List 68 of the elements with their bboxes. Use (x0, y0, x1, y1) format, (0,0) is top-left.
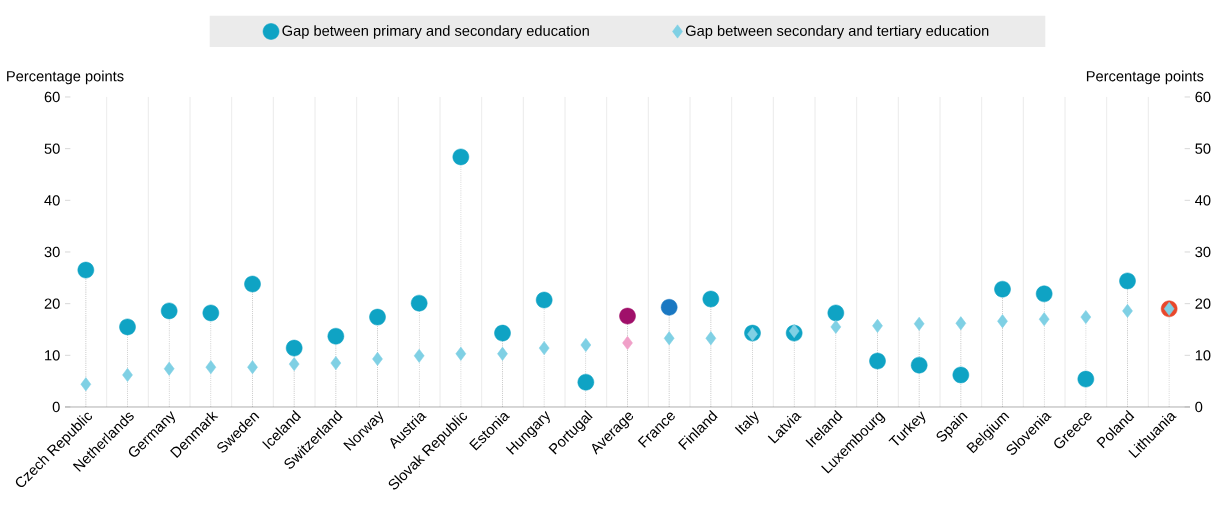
point (994, 280, 1011, 298)
point (660, 299, 678, 316)
point (1122, 303, 1133, 318)
point (80, 377, 92, 392)
point (827, 304, 845, 322)
point (622, 335, 633, 350)
point (122, 368, 133, 382)
point (160, 302, 178, 320)
point (119, 318, 136, 336)
y-tick-label: 60 (44, 91, 60, 103)
point (410, 294, 428, 312)
point (452, 148, 470, 166)
point (788, 324, 800, 338)
point (285, 339, 303, 357)
point (77, 261, 95, 279)
point (1080, 310, 1092, 325)
point (163, 361, 175, 376)
y-tick-label: 0 (52, 401, 60, 413)
point (1038, 312, 1050, 327)
point (955, 316, 967, 331)
y2-tick-label: 40 (1195, 195, 1211, 206)
point (580, 338, 592, 352)
point (1077, 370, 1095, 388)
point (288, 357, 300, 372)
point (244, 275, 261, 293)
x-tick-label: Italy (734, 411, 759, 435)
point (872, 318, 883, 333)
point (705, 331, 717, 346)
point (663, 331, 675, 346)
point (702, 290, 720, 308)
point (413, 348, 425, 363)
point (913, 316, 925, 331)
point (330, 356, 342, 371)
y2-tick-label: 60 (1195, 91, 1211, 103)
point (1035, 285, 1053, 303)
point (202, 304, 220, 322)
y2-tick-label: 10 (1195, 350, 1211, 361)
point (494, 324, 511, 342)
point (997, 314, 1008, 329)
point (619, 307, 636, 325)
y2-tick-label: 30 (1195, 246, 1211, 258)
point (952, 366, 970, 384)
point (372, 352, 383, 366)
point (247, 360, 258, 375)
point (1119, 272, 1136, 290)
y2-axis-title: Percentage points (1086, 70, 1204, 85)
y-tick-label: 10 (45, 350, 60, 361)
point (577, 373, 595, 391)
y-axis-title: Percentage points (7, 70, 124, 85)
point (369, 308, 386, 326)
point (455, 346, 467, 361)
legend-label: Gap between secondary and tertiary education (685, 25, 989, 39)
y2-tick-label: 50 (1195, 143, 1211, 154)
y-tick-label: 50 (44, 143, 60, 154)
point (535, 291, 553, 309)
point (538, 341, 550, 356)
point (910, 356, 928, 374)
point (205, 360, 217, 375)
point (830, 319, 842, 334)
y2-tick-label: 0 (1195, 401, 1203, 413)
point (327, 327, 345, 345)
point (869, 352, 886, 370)
point (497, 346, 508, 361)
legend-label: Gap between primary and secondary education (282, 25, 589, 39)
y2-tick-label: 20 (1195, 298, 1211, 309)
y-tick-label: 40 (44, 195, 60, 206)
y-tick-label: 20 (44, 298, 60, 309)
y-tick-label: 30 (44, 246, 60, 258)
